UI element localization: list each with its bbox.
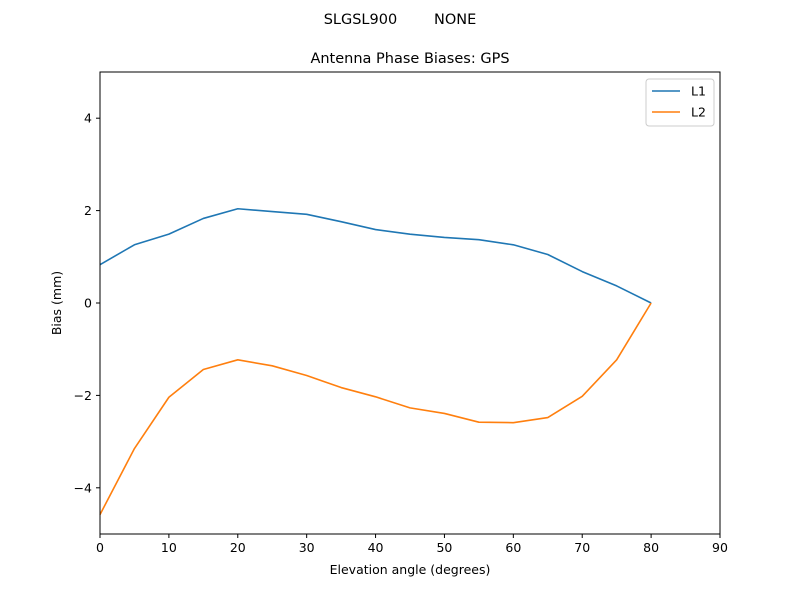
x-tick-label: 0 <box>96 540 104 555</box>
x-axis-ticks: 0 10 20 30 40 50 60 70 80 90 <box>96 534 728 555</box>
y-tick-label: 4 <box>84 111 92 126</box>
x-tick-label: 90 <box>712 540 728 555</box>
x-tick-label: 70 <box>574 540 590 555</box>
x-tick-label: 50 <box>436 540 452 555</box>
series-line-l2 <box>99 302 652 515</box>
plot-area: 0 10 20 30 40 50 60 70 80 90 −4 −2 0 2 4 <box>74 71 728 555</box>
series-line-l1 <box>99 207 652 304</box>
y-axis-label: Bias (mm) <box>49 271 64 335</box>
y-tick-label: 2 <box>84 203 92 218</box>
y-axis-ticks: −4 −2 0 2 4 <box>74 111 100 495</box>
figure-suptitle: SLGSL900 NONE <box>324 12 477 28</box>
y-tick-label: 0 <box>84 296 92 311</box>
y-tick-label: −2 <box>74 388 92 403</box>
x-tick-label: 10 <box>161 540 177 555</box>
legend-label-l1: L1 <box>691 84 706 99</box>
x-tick-label: 30 <box>299 540 315 555</box>
series-group <box>99 207 652 515</box>
y-tick-label: −4 <box>74 480 92 495</box>
legend-label-l2: L2 <box>691 105 706 120</box>
x-tick-label: 20 <box>230 540 246 555</box>
chart-title: Antenna Phase Biases: GPS <box>310 51 509 67</box>
x-axis-label: Elevation angle (degrees) <box>330 562 491 577</box>
x-tick-label: 60 <box>505 540 521 555</box>
x-tick-label: 40 <box>368 540 384 555</box>
x-tick-label: 80 <box>643 540 659 555</box>
